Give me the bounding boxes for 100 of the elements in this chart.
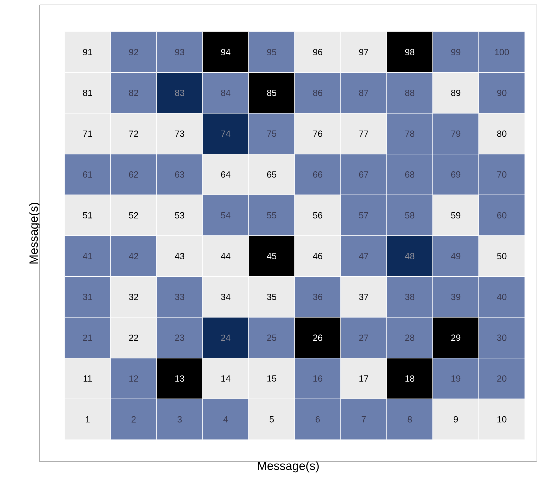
data-label: 84: [221, 90, 231, 96]
data-label: 43: [175, 253, 184, 260]
data-label: 90: [497, 90, 507, 96]
data-label: 12: [130, 376, 138, 382]
data-label: 81: [83, 90, 92, 96]
data-label: 30: [497, 334, 507, 342]
data-label: 9: [454, 416, 458, 423]
data-label: 97: [359, 49, 369, 56]
data-label: 50: [497, 253, 507, 260]
data-label: 60: [498, 212, 507, 219]
data-label: 89: [451, 90, 461, 96]
data-label: 14: [222, 376, 231, 382]
data-label: 5: [270, 416, 274, 423]
data-label: 27: [359, 334, 369, 342]
data-label: 32: [129, 294, 138, 300]
data-label: 78: [405, 130, 415, 138]
data-label: 100: [495, 49, 510, 56]
data-label: 98: [405, 49, 415, 56]
data-label: 73: [175, 130, 184, 138]
data-label: 8: [408, 416, 412, 423]
data-label: 68: [405, 172, 415, 178]
data-label: 19: [452, 376, 461, 382]
data-label: 3: [178, 416, 182, 423]
data-label: 11: [84, 376, 92, 382]
data-label: 80: [497, 130, 507, 138]
data-label: 75: [267, 130, 277, 138]
data-label: 17: [360, 376, 369, 382]
data-label: 51: [83, 212, 92, 219]
y-axis-title: Message(s): [29, 203, 40, 264]
data-label: 93: [175, 49, 184, 56]
data-label: 94: [221, 49, 231, 56]
data-label: 1: [86, 416, 90, 423]
data-label: 36: [313, 294, 323, 300]
data-label: 18: [406, 376, 415, 382]
data-label: 31: [83, 294, 92, 300]
data-label: 6: [316, 416, 320, 423]
data-label: 26: [313, 334, 323, 342]
data-label: 10: [498, 416, 507, 423]
data-label: 87: [359, 90, 369, 96]
data-label: 77: [359, 130, 369, 138]
data-label: 44: [221, 253, 231, 260]
data-label: 7: [362, 416, 366, 423]
data-label: 95: [267, 49, 277, 56]
data-label: 55: [267, 212, 277, 219]
data-label: 41: [83, 253, 92, 260]
data-label: 54: [221, 212, 231, 219]
data-label: 70: [498, 172, 507, 178]
data-label: 34: [221, 294, 231, 300]
data-label: 23: [175, 334, 184, 342]
data-label: 86: [313, 90, 323, 96]
data-label: 66: [313, 172, 323, 178]
data-label: 13: [176, 376, 184, 382]
x-axis-title: Message(s): [258, 462, 319, 473]
data-label: 76: [313, 130, 323, 138]
data-label: 45: [267, 253, 277, 260]
data-label: 56: [313, 212, 323, 219]
data-label: 47: [359, 253, 369, 260]
data-label: 42: [129, 253, 138, 260]
data-label: 96: [313, 49, 323, 56]
data-label: 49: [451, 253, 461, 260]
data-label: 59: [451, 212, 461, 219]
data-label: 57: [359, 212, 369, 219]
data-label: 67: [359, 172, 369, 178]
data-label: 52: [129, 212, 138, 219]
data-label: 22: [129, 334, 138, 342]
data-label: 24: [221, 334, 231, 342]
data-label: 29: [451, 334, 461, 342]
data-label: 85: [267, 90, 277, 96]
data-label: 74: [221, 130, 231, 138]
data-label: 16: [314, 376, 323, 382]
data-label: 72: [129, 130, 138, 138]
data-label: 82: [129, 90, 138, 96]
data-label: 64: [221, 172, 231, 178]
data-label: 71: [83, 130, 92, 138]
data-label: 91: [83, 49, 92, 56]
data-label: 48: [405, 253, 415, 260]
data-label: 53: [175, 212, 184, 219]
data-label: 79: [451, 130, 461, 138]
data-label: 39: [451, 294, 461, 300]
data-label: 63: [175, 172, 184, 178]
data-label: 20: [498, 376, 507, 382]
data-label: 15: [268, 376, 277, 382]
data-label: 33: [175, 294, 184, 300]
data-label: 37: [359, 294, 369, 300]
data-label: 25: [267, 334, 277, 342]
data-label: 58: [405, 212, 415, 219]
data-label: 61: [83, 172, 92, 178]
data-label: 35: [267, 294, 277, 300]
data-label: 62: [129, 172, 138, 178]
data-label: 40: [497, 294, 507, 300]
data-label: 99: [451, 49, 461, 56]
data-label: 65: [267, 172, 277, 178]
data-label: 38: [405, 294, 415, 300]
data-label: 2: [132, 416, 136, 423]
data-label: 92: [129, 49, 138, 56]
data-label: 46: [313, 253, 323, 260]
data-label: 83: [175, 90, 184, 96]
data-label: 69: [451, 172, 461, 178]
data-label: 28: [405, 334, 415, 342]
data-label: 21: [83, 334, 92, 342]
